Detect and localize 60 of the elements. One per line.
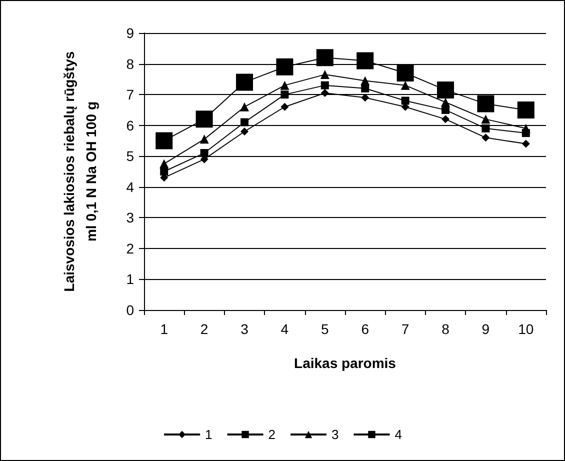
y-tick-label: 3 [126, 210, 134, 226]
x-tick-label: 2 [200, 321, 208, 337]
point [280, 90, 289, 99]
point [356, 52, 374, 70]
point [276, 58, 294, 76]
point [320, 81, 329, 90]
point [360, 76, 370, 86]
y-tick-label: 6 [126, 117, 134, 134]
legend-label: 1 [205, 427, 212, 442]
y-tick-label: 2 [126, 240, 134, 256]
point [441, 98, 450, 107]
point [156, 132, 173, 150]
y-tick-label: 8 [126, 56, 134, 72]
point [400, 80, 410, 90]
x-tick-label: 4 [280, 321, 289, 337]
point [240, 102, 249, 112]
point [160, 159, 169, 168]
x-tick-label: 8 [442, 321, 450, 337]
point [521, 124, 530, 133]
y-tick-label: 9 [126, 25, 134, 41]
point [477, 95, 494, 112]
point [517, 101, 534, 118]
point [482, 124, 490, 132]
point [522, 140, 530, 148]
y-tick-label: 5 [126, 148, 134, 164]
point [361, 84, 370, 92]
point [316, 49, 334, 66]
point [280, 80, 290, 90]
x-tick-label: 7 [401, 321, 410, 337]
x-tick-label: 1 [160, 321, 168, 337]
x-axis-title: Laikas paromis [294, 355, 396, 371]
x-tick-label: 9 [482, 321, 490, 337]
x-tick-label: 3 [240, 321, 249, 337]
point [320, 89, 329, 98]
point [482, 134, 490, 142]
point [437, 81, 454, 98]
point [280, 102, 289, 111]
point [240, 118, 248, 126]
point [240, 127, 248, 136]
point [200, 134, 209, 144]
y-tick-label: 1 [126, 271, 134, 288]
y-tick-label: 4 [126, 178, 134, 195]
x-tick-label: 6 [361, 321, 370, 337]
point [361, 94, 370, 102]
point [200, 149, 208, 158]
point [442, 115, 450, 124]
point [236, 74, 253, 91]
point [320, 70, 330, 80]
point [196, 110, 213, 128]
x-tick-label: 10 [518, 321, 534, 337]
x-tick-label: 5 [321, 321, 329, 337]
y-tick-label: 0 [126, 302, 134, 318]
point [481, 114, 490, 124]
legend-label: 2 [268, 427, 276, 442]
point [396, 64, 414, 82]
y-axis-title: Laisvosios lakiosios riebalų rūgštys ml 0,1 N Na OH 100 g [61, 51, 99, 292]
point [401, 96, 410, 105]
legend-label: 3 [332, 427, 339, 442]
y-tick-label: 7 [126, 86, 134, 103]
legend-label: 4 [394, 427, 402, 442]
